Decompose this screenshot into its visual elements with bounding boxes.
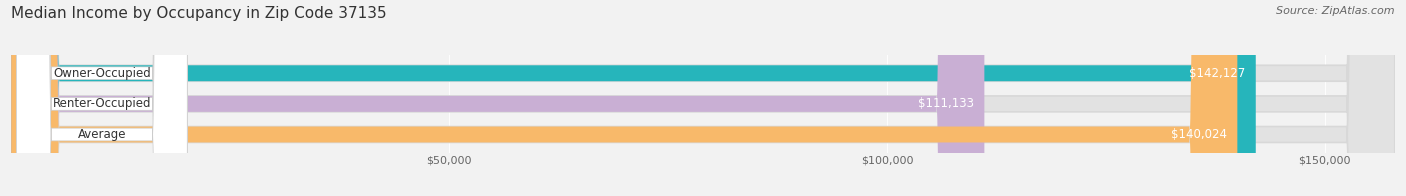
Text: Median Income by Occupancy in Zip Code 37135: Median Income by Occupancy in Zip Code 3… (11, 6, 387, 21)
FancyBboxPatch shape (17, 0, 187, 196)
FancyBboxPatch shape (11, 0, 1395, 196)
FancyBboxPatch shape (11, 0, 1256, 196)
Text: $111,133: $111,133 (918, 97, 974, 110)
Text: Owner-Occupied: Owner-Occupied (53, 67, 150, 80)
FancyBboxPatch shape (11, 0, 1237, 196)
FancyBboxPatch shape (11, 0, 1395, 196)
FancyBboxPatch shape (11, 0, 1395, 196)
Text: $140,024: $140,024 (1171, 128, 1227, 141)
FancyBboxPatch shape (17, 0, 187, 196)
Text: $142,127: $142,127 (1189, 67, 1246, 80)
Text: Source: ZipAtlas.com: Source: ZipAtlas.com (1277, 6, 1395, 16)
FancyBboxPatch shape (11, 0, 984, 196)
Text: Average: Average (77, 128, 127, 141)
Text: Renter-Occupied: Renter-Occupied (52, 97, 150, 110)
FancyBboxPatch shape (17, 0, 187, 196)
